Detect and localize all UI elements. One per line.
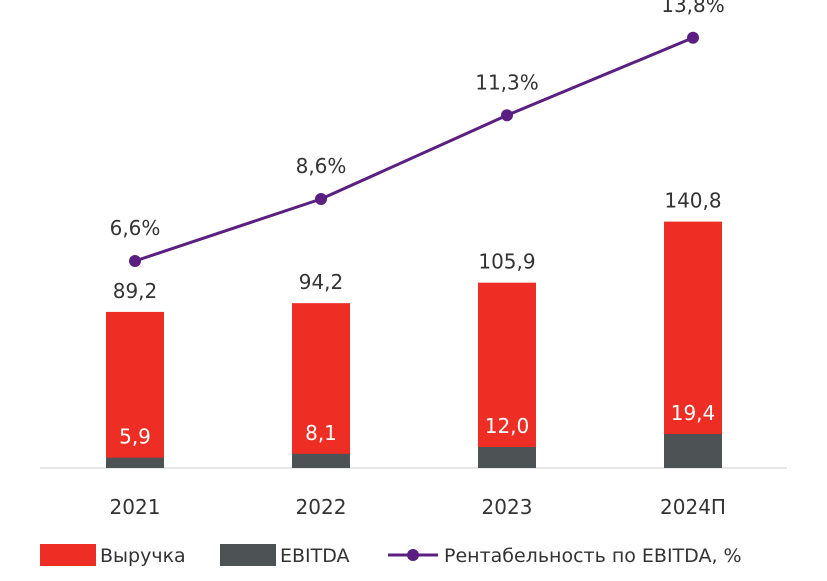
marker-margin-2023 — [501, 109, 513, 122]
label-revenue-2024П: 140,8 — [664, 189, 721, 213]
bar-revenue-2022 — [292, 303, 350, 468]
bar-revenue-2024П — [664, 221, 722, 468]
bar-ebitda-2021 — [106, 457, 164, 468]
label-ebitda-2023: 12,0 — [485, 414, 530, 438]
x-tick-2022: 2022 — [296, 495, 347, 519]
bar-revenue-2021 — [106, 311, 164, 468]
label-ebitda-2024П: 19,4 — [671, 401, 716, 425]
legend-swatch-margin-marker — [407, 549, 419, 561]
label-revenue-2023: 105,9 — [478, 250, 535, 274]
x-tick-2021: 2021 — [110, 495, 161, 519]
label-revenue-2021: 89,2 — [113, 279, 158, 303]
legend: Выручка EBITDA Рентабельность по EBITDA,… — [40, 544, 742, 567]
label-ebitda-2021: 5,9 — [119, 425, 151, 449]
legend-label-margin: Рентабельность по EBITDA, % — [444, 545, 742, 567]
x-tick-2024П: 2024П — [660, 495, 726, 519]
bar-ebitda-2022 — [292, 453, 350, 468]
label-ebitda-2022: 8,1 — [305, 421, 337, 445]
label-margin-2022: 8,6% — [296, 154, 347, 178]
marker-margin-2024П — [687, 31, 699, 44]
legend-label-ebitda: EBITDA — [280, 545, 350, 567]
label-margin-2024П: 13,8% — [661, 0, 725, 17]
label-margin-2021: 6,6% — [110, 216, 161, 240]
legend-swatch-ebitda — [220, 544, 276, 566]
marker-margin-2022 — [315, 193, 327, 205]
legend-swatch-revenue — [40, 544, 96, 566]
legend-label-revenue: Выручка — [100, 545, 186, 567]
label-revenue-2022: 94,2 — [299, 270, 344, 294]
marker-margin-2021 — [129, 255, 141, 267]
bar-revenue-2023 — [478, 282, 536, 468]
label-margin-2023: 11,3% — [475, 70, 539, 94]
line-ebitda-margin — [134, 36, 694, 263]
x-tick-2023: 2023 — [482, 495, 533, 519]
bar-ebitda-2023 — [478, 447, 536, 468]
bar-ebitda-2024П — [664, 434, 722, 468]
